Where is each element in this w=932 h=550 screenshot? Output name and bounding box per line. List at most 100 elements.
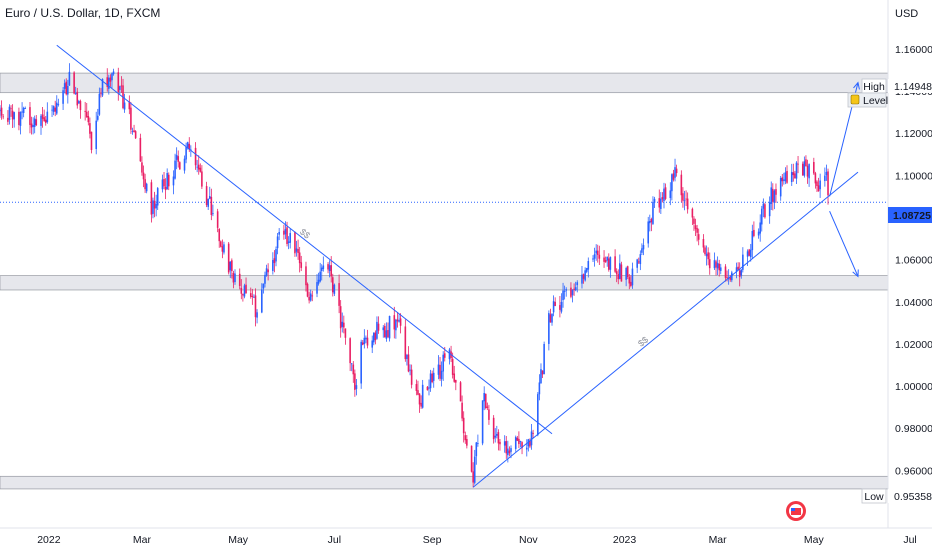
candle-body [786,170,788,183]
candle-body [790,171,793,183]
candle-body [661,197,664,200]
candle-body [508,450,511,454]
candle-body [451,358,454,375]
candle-body [770,187,773,204]
candle-body [374,332,377,341]
candle-body [694,225,697,230]
candle-body [43,117,45,122]
candle-body [494,435,497,438]
candle-body [167,174,170,187]
candle-body [155,203,157,209]
candle-body [461,402,463,419]
candle-body [240,287,243,294]
candle-body [243,285,246,297]
time-tick-label: 2023 [613,534,637,546]
candle-body [596,250,599,255]
candle-body [519,441,522,443]
candle-body [234,273,236,283]
candle-body [716,262,719,269]
candle-body [221,246,224,252]
low-value: 0.95358 [894,491,932,503]
candle-body [249,293,252,297]
candle-body [421,384,424,408]
candle-body [713,260,716,269]
candle-body [172,176,175,186]
candle-body [472,471,474,483]
candle-body [562,290,564,301]
candle-body [95,120,98,149]
candle-body [141,162,143,173]
candle-body [675,168,678,174]
candle-body [775,189,777,195]
candle-body [119,86,121,90]
low-label: Low [864,491,884,503]
candle-body [98,93,101,115]
candle-body [223,244,225,253]
candle-body [298,252,301,264]
candle-body [333,284,336,294]
support-resistance-zones[interactable] [0,72,889,490]
candle-body [196,166,198,168]
candle-body [231,260,233,272]
candle-body [330,265,333,277]
candle-body [773,190,776,203]
candle-body [737,266,739,270]
candle-body [205,186,208,205]
candle-body [22,107,25,113]
price-tick-label: 1.00000 [895,381,932,393]
events-flag-icon[interactable] [786,501,806,521]
candle-body [188,143,191,150]
candle-body [705,253,708,257]
candle-body [652,202,654,224]
candles-layer [0,63,829,488]
candle-body [327,264,329,270]
candle-body [175,154,178,160]
candle-body [548,313,550,344]
candle-body [672,173,675,180]
candle-body [328,265,331,272]
trendline-label: $$ [298,227,312,241]
drawings-layer[interactable]: $$ $$ [56,44,860,488]
currency-label[interactable]: USD [895,8,918,20]
candle-body [473,456,476,483]
candle-body [664,187,667,199]
candle-body [559,305,561,310]
trendline [56,44,553,435]
candle-body [587,261,590,270]
candle-body [254,295,257,318]
time-tick-label: Mar [709,534,728,546]
candle-body [261,289,263,313]
candle-body [309,293,312,301]
candle-body [415,384,418,391]
price-scale[interactable]: USD 1.160001.140001.120001.100001.080001… [847,0,932,528]
time-tick-label: Sep [423,534,442,546]
candle-body [284,229,287,235]
candle-body [24,108,27,110]
candle-body [163,179,165,187]
time-scale[interactable]: 2022 Mar May Jul Sep Nov 2023 Mar May Jul [0,527,932,546]
price-tick-label: 0.96000 [895,465,932,477]
candle-body [40,115,42,126]
candle-body [693,218,695,224]
candle-body [395,319,397,331]
candle-body [305,266,307,286]
candle-body [300,262,303,268]
candle-body [585,268,588,272]
candle-body [735,267,738,272]
candle-body [751,230,754,251]
arrow-head [852,269,859,278]
candle-body [265,268,268,276]
candle-body [488,409,490,420]
candle-body [617,274,620,280]
candle-body [551,313,553,323]
candle-body [426,386,429,391]
candle-body [62,90,64,104]
candle-body [628,277,631,284]
candle-body [0,109,1,112]
candle-body [251,295,254,297]
candle-body [406,354,408,359]
candle-body [409,369,411,371]
candle-body [2,116,4,118]
candle-body [407,354,410,372]
